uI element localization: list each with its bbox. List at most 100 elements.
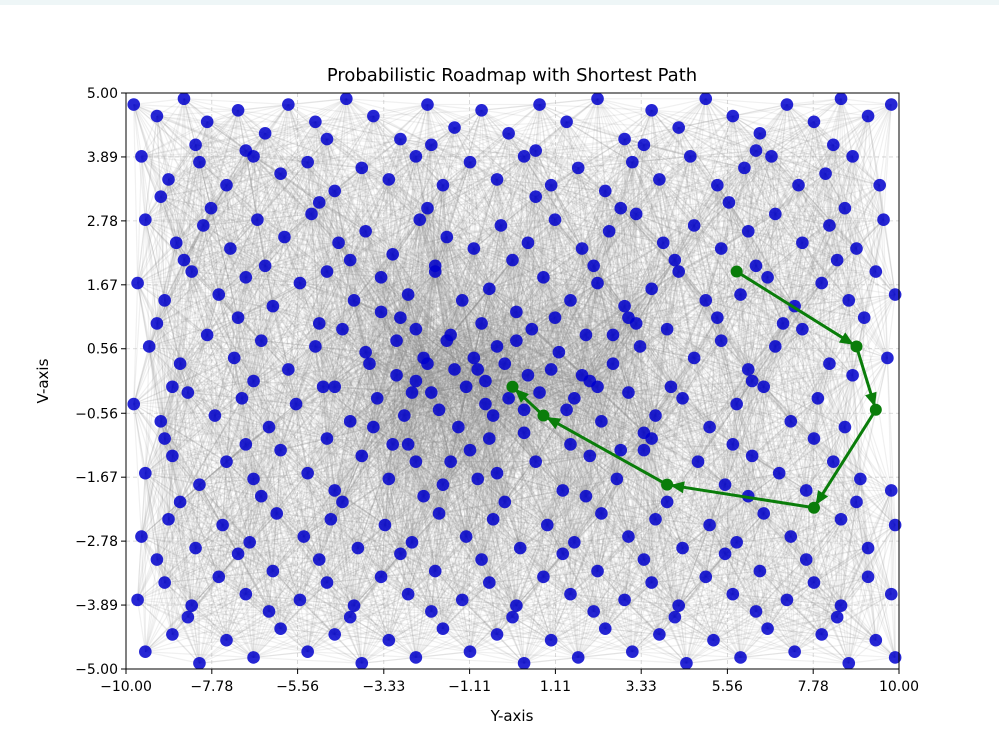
roadmap-edge-339 <box>326 103 428 140</box>
roadmap-edge-109 <box>237 110 286 238</box>
roadmap-edge-270 <box>372 115 448 238</box>
roadmap-edge-345 <box>426 104 436 266</box>
roadmap-edge-107 <box>229 110 239 249</box>
roadmap-edge-236 <box>256 98 347 221</box>
roadmap-edge-119 <box>237 109 320 203</box>
roadmap-edge-143 <box>264 132 367 232</box>
roadmap-edge-444 <box>539 103 652 111</box>
roadmap-edge-139 <box>256 133 266 220</box>
roadmap-edge-18 <box>133 104 185 261</box>
roadmap-edge-266 <box>337 115 374 243</box>
roadmap-edge-254 <box>373 109 482 117</box>
roadmap-edge-348 <box>454 103 540 129</box>
roadmap-edge-529 <box>604 138 626 192</box>
roadmap-edge-332 <box>392 104 429 255</box>
roadmap-edge-731 <box>786 104 823 284</box>
roadmap-edge-252 <box>373 103 428 117</box>
roadmap-edge-454 <box>500 104 541 226</box>
roadmap-edge-74 <box>175 121 208 243</box>
roadmap-edge-372 <box>453 127 490 289</box>
roadmap-edge-740 <box>813 103 892 123</box>
roadmap-edge-593 <box>604 127 680 192</box>
roadmap-edge-412 <box>442 132 510 186</box>
roadmap-edge-334 <box>426 104 448 238</box>
roadmap-edge-287 <box>307 138 401 163</box>
roadmap-edge-808 <box>852 104 892 157</box>
roadmap-edge-234 <box>345 98 417 157</box>
roadmap-edge-523 <box>624 126 679 140</box>
roadmap-edge-263 <box>373 115 471 163</box>
roadmap-edge-771 <box>797 98 842 186</box>
roadmap-edge-278 <box>318 115 374 203</box>
roadmap-edge-487 <box>566 121 637 215</box>
roadmap-edge-361 <box>392 127 456 255</box>
roadmap-edge-383 <box>361 109 482 169</box>
roadmap-edge-193 <box>199 121 316 163</box>
roadmap-edge-539 <box>623 138 637 215</box>
roadmap-edge-624 <box>631 98 707 163</box>
roadmap-edge-714 <box>690 103 788 157</box>
roadmap-edge-651 <box>716 115 734 186</box>
roadmap-edge-544 <box>569 138 626 301</box>
roadmap-edge-538 <box>608 138 626 232</box>
roadmap-edge-625 <box>658 98 707 180</box>
roadmap-edge-399 <box>480 110 490 289</box>
roadmap-edge-417 <box>508 132 579 169</box>
roadmap-edge-798 <box>848 115 869 301</box>
roadmap-edge-273 <box>372 116 382 278</box>
roadmap-edge-198 <box>314 121 336 192</box>
roadmap-edge-244 <box>345 98 382 278</box>
roadmap-edge-527 <box>550 138 625 186</box>
roadmap-edge-42 <box>183 98 239 111</box>
roadmap-edge-790 <box>852 115 869 157</box>
roadmap-edge-93 <box>238 103 289 111</box>
roadmap-edge-134 <box>264 132 362 169</box>
roadmap-edge-723 <box>720 104 788 249</box>
roadmap-edge-354 <box>442 127 456 186</box>
roadmap-edge-228 <box>253 98 347 157</box>
roadmap-edge-247 <box>346 98 432 146</box>
roadmap-edge-66 <box>141 121 208 157</box>
roadmap-edge-359 <box>454 126 579 169</box>
roadmap-edge-773 <box>840 98 854 157</box>
roadmap-edge-402 <box>426 109 483 209</box>
roadmap-edge-245 <box>245 98 347 152</box>
roadmap-edge-239 <box>337 98 347 243</box>
roadmap-edge-692 <box>759 133 776 215</box>
roadmap-edge-520 <box>596 98 622 209</box>
roadmap-edge-289 <box>361 138 401 169</box>
roadmap-edge-124 <box>264 98 347 134</box>
roadmap-edge-314 <box>349 138 401 261</box>
roadmap-edge-153 <box>160 132 266 198</box>
roadmap-edge-300 <box>399 138 421 220</box>
roadmap-edge-453 <box>473 104 541 249</box>
roadmap-edge-787 <box>771 115 869 157</box>
roadmap-edge-200 <box>315 121 390 180</box>
roadmap-edge-488 <box>566 121 664 244</box>
roadmap-edge-206 <box>314 121 340 243</box>
roadmap-edge-784 <box>840 98 846 209</box>
roadmap-edge-492 <box>535 121 568 152</box>
roadmap-edge-583 <box>651 109 757 152</box>
roadmap-edge-43 <box>183 98 266 134</box>
roadmap-edge-477 <box>566 121 606 192</box>
roadmap-edge-660 <box>720 115 734 249</box>
roadmap-edge-350 <box>334 127 455 192</box>
roadmap-edge-450 <box>539 104 579 169</box>
roadmap-edge-355 <box>453 127 471 163</box>
roadmap-edges <box>133 98 896 664</box>
roadmap-edge-374 <box>454 126 536 152</box>
roadmap-edge-317 <box>380 139 402 312</box>
roadmap-edge-725 <box>774 104 788 215</box>
roadmap-edge-699 <box>759 133 769 278</box>
roadmap-edge-588 <box>678 98 707 128</box>
roadmap-edge-190 <box>315 115 374 123</box>
roadmap-edge-804 <box>836 115 869 261</box>
roadmap-edge-213 <box>314 121 355 301</box>
roadmap-edge-809 <box>879 104 892 186</box>
roadmap-edge-509 <box>597 98 691 157</box>
roadmap-edge-267 <box>365 115 374 232</box>
roadmap-edge-150 <box>195 132 266 146</box>
roadmap-edge-403 <box>481 109 537 197</box>
roadmap-edge-507 <box>597 98 633 163</box>
